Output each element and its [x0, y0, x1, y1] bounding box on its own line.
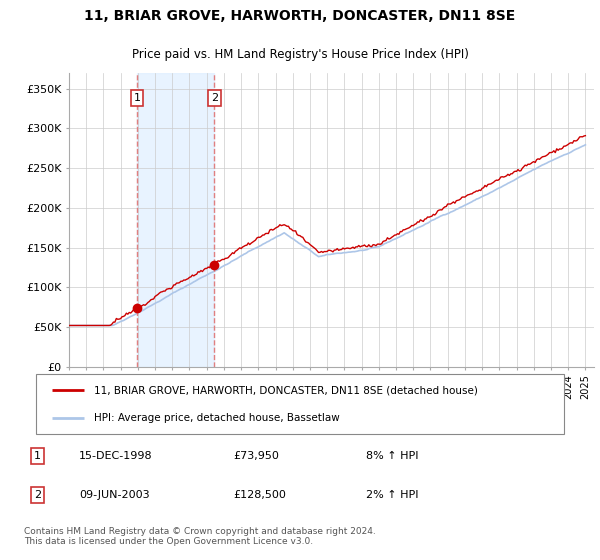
Text: 1: 1	[34, 451, 41, 461]
Text: Price paid vs. HM Land Registry's House Price Index (HPI): Price paid vs. HM Land Registry's House …	[131, 48, 469, 61]
Text: 8% ↑ HPI: 8% ↑ HPI	[366, 451, 419, 461]
Text: £73,950: £73,950	[234, 451, 280, 461]
FancyBboxPatch shape	[36, 374, 564, 434]
Text: 2: 2	[211, 93, 218, 103]
Text: 11, BRIAR GROVE, HARWORTH, DONCASTER, DN11 8SE (detached house): 11, BRIAR GROVE, HARWORTH, DONCASTER, DN…	[94, 385, 478, 395]
Text: £128,500: £128,500	[234, 490, 287, 500]
Text: 2% ↑ HPI: 2% ↑ HPI	[366, 490, 419, 500]
Text: HPI: Average price, detached house, Bassetlaw: HPI: Average price, detached house, Bass…	[94, 413, 340, 423]
Text: 2: 2	[34, 490, 41, 500]
Text: Contains HM Land Registry data © Crown copyright and database right 2024.
This d: Contains HM Land Registry data © Crown c…	[24, 526, 376, 546]
Text: 15-DEC-1998: 15-DEC-1998	[79, 451, 153, 461]
Text: 11, BRIAR GROVE, HARWORTH, DONCASTER, DN11 8SE: 11, BRIAR GROVE, HARWORTH, DONCASTER, DN…	[85, 9, 515, 23]
Bar	[137, 73, 214, 367]
Text: 09-JUN-2003: 09-JUN-2003	[79, 490, 150, 500]
Text: 1: 1	[134, 93, 140, 103]
